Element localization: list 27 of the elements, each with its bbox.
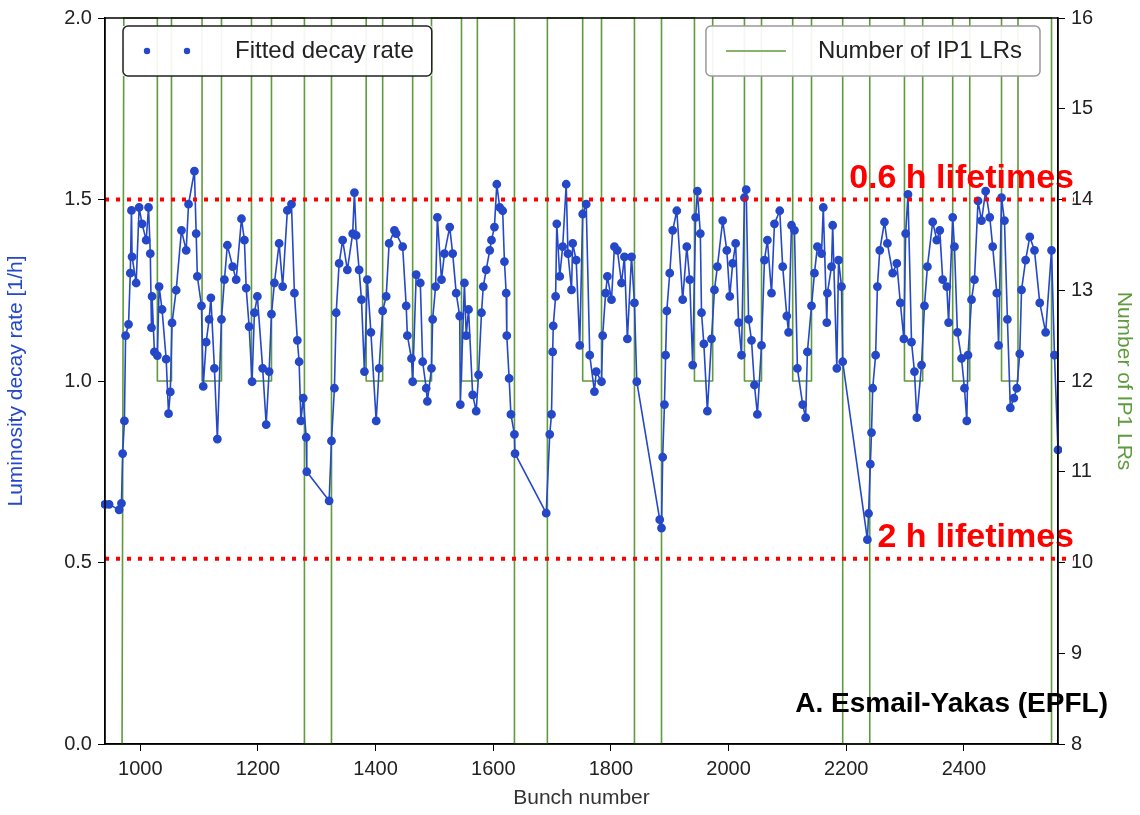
- y-tick-label: 2.0: [64, 5, 92, 28]
- y2-tick-label: 9: [1071, 640, 1083, 663]
- y2-axis-title: Number of IP1 LRs: [1113, 291, 1137, 471]
- x-tick-label: 1800: [588, 756, 634, 779]
- y2-tick-label: 14: [1071, 187, 1094, 210]
- x-tick-label: 1600: [471, 756, 516, 779]
- legend-label: Number of IP1 LRs: [817, 35, 1023, 63]
- x-tick-label: 2200: [823, 756, 869, 779]
- y2-tick-label: 12: [1071, 368, 1094, 391]
- y2-tick-label: 16: [1071, 5, 1094, 28]
- y2-tick-label: 10: [1071, 550, 1094, 573]
- y-axis-title: Luminosity decay rate [1/h]: [3, 255, 27, 507]
- y-tick-label: 0.0: [64, 731, 92, 754]
- legend-label: Fitted decay rate: [235, 35, 414, 63]
- x-tick-label: 2000: [706, 756, 751, 779]
- x-axis-title: Bunch number: [513, 785, 650, 809]
- x-tick-label: 1400: [353, 756, 398, 779]
- x-tick-label: 1000: [118, 756, 163, 779]
- x-tick-label: 1200: [235, 756, 281, 779]
- y-tick-label: 1.0: [64, 368, 92, 391]
- y-tick-label: 1.5: [64, 187, 92, 210]
- y-tick-label: 0.5: [64, 550, 92, 573]
- x-tick-label: 2400: [941, 756, 987, 779]
- y2-tick-label: 15: [1071, 96, 1094, 119]
- y2-tick-label: 13: [1071, 277, 1094, 300]
- y2-tick-label: 8: [1071, 731, 1083, 754]
- y2-tick-label: 11: [1071, 459, 1092, 482]
